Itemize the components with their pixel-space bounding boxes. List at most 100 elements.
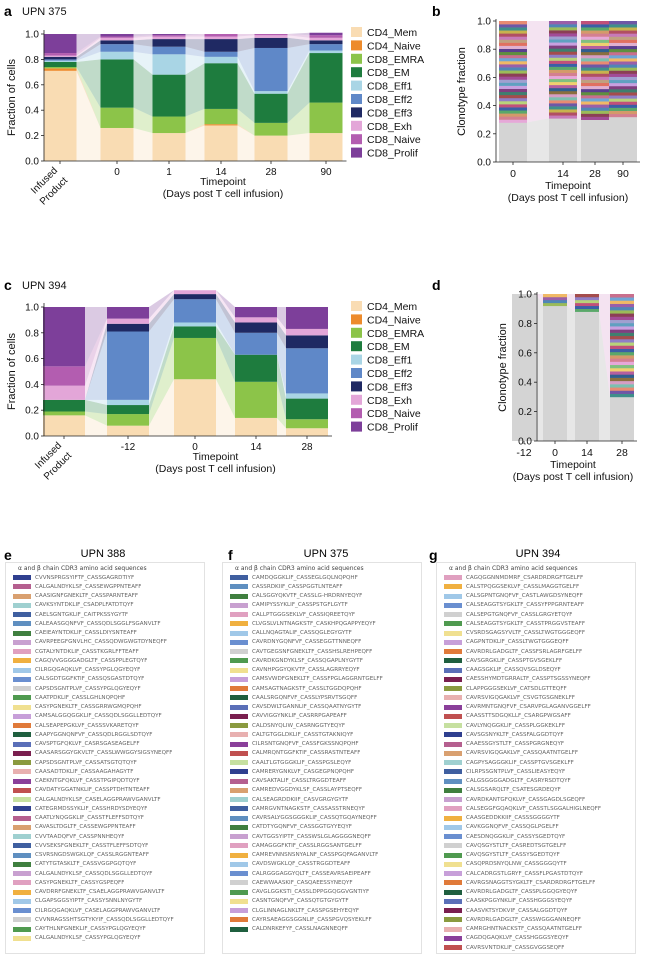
cdr3-sequence: CAASKPGGYNKLIF_CASSHGGGSYEQYF bbox=[466, 898, 573, 905]
x-tick-label: 28 bbox=[616, 447, 628, 459]
bar-segment-expanded-clonotype bbox=[549, 97, 577, 101]
bar-segment-expanded-clonotype bbox=[610, 355, 634, 359]
bar-segment-CD8_Eff2 bbox=[107, 331, 149, 400]
cdr3-sequence: CAMREVNNSNSNYALNF_CASSPGQFAGANVLTF bbox=[252, 852, 379, 859]
cdr3-sequence: CAYRSAEAGGSGGNLIF_CASSPGVQSYEKLFF bbox=[252, 916, 372, 923]
clonotype-color-swatch bbox=[444, 889, 462, 895]
bar-segment-expanded-clonotype bbox=[609, 110, 637, 115]
flow-ribbon-CD8_Prolif bbox=[185, 34, 205, 36]
legend-label: CD4_Mem bbox=[367, 301, 417, 313]
sequence-row: CALGALNDYKLSF_CASSYPGLQGYEQYF bbox=[6, 934, 204, 943]
bar-segment-expanded-clonotype bbox=[499, 48, 527, 53]
clonotype-color-swatch bbox=[230, 815, 248, 821]
cdr3-sequence: CALGALNDYKLSF_CASSQDLSGGLLEDTQYF bbox=[35, 870, 153, 877]
clonotype-color-swatch bbox=[13, 917, 31, 923]
y-axis-label: Fraction of cells bbox=[6, 332, 18, 410]
flow-ribbon-CD8_Naive bbox=[237, 34, 255, 37]
y-tick-label: 0.6 bbox=[518, 348, 532, 359]
y-tick-label: 0.8 bbox=[25, 328, 39, 339]
sequence-row: CAMSAGTNAGKSTF_CASSLTGGDQPQHF bbox=[223, 684, 421, 693]
bar-segment-expanded-clonotype bbox=[549, 69, 577, 73]
flow-ribbon-CD8_EMRA bbox=[287, 102, 310, 136]
x-axis-label: (Days post T cell infusion) bbox=[513, 471, 633, 483]
cdr3-sequence: CAVQSGYSTLTF_CASSYSGEDTQYF bbox=[466, 852, 560, 859]
bar-segment-expanded-clonotype bbox=[581, 39, 609, 43]
flow-ribbon-CD4_Mem bbox=[216, 379, 235, 436]
cdr3-sequence: CAVTGEGSNFGNEKLTF_CASSHSLREHPEQFF bbox=[252, 648, 373, 655]
x-tick-label: 28 bbox=[265, 167, 277, 178]
bar-segment-expanded-clonotype bbox=[549, 42, 577, 46]
cdr3-sequence: CAVDATYGGATNKLIF_CASSPTDHTNTEAFF bbox=[35, 787, 150, 794]
y-axis-label: Fraction of cells bbox=[6, 58, 18, 136]
bar-segment-expanded-clonotype bbox=[609, 107, 637, 111]
sequence-row: CALSEGGFGQAQKLVF_CASSTLSGGALHIGLNEQFF bbox=[437, 804, 635, 813]
clonotype-color-swatch bbox=[444, 806, 462, 812]
bar-segment-CD8_Eff2 bbox=[235, 332, 277, 355]
bar-segment-expanded-clonotype bbox=[581, 88, 609, 93]
panel-e-title: UPN 388 bbox=[81, 548, 126, 560]
flow-ribbon-CD8_Eff2 bbox=[237, 47, 255, 92]
bar-segment-expanded-clonotype bbox=[575, 302, 599, 307]
y-axis-label: Clonotype fraction bbox=[497, 323, 509, 412]
bar-segment-expanded-clonotype bbox=[610, 371, 634, 375]
flow-ribbon-CD8_EMRA bbox=[133, 107, 153, 134]
bar-segment-expanded-clonotype bbox=[581, 107, 609, 111]
clonotype-color-swatch bbox=[13, 750, 31, 756]
clonotype-color-swatch bbox=[230, 658, 248, 664]
bar-segment-expanded-clonotype bbox=[609, 48, 637, 53]
cdr3-sequence: CAEWWAASKIF_CASQAEESSYNEQYF bbox=[252, 879, 353, 886]
sequence-row: CAMSALGGQGGKLIF_CASSQDLSGGLLEDTQYF bbox=[6, 712, 204, 721]
clonotype-color-swatch bbox=[13, 843, 31, 849]
sequence-row: CLGAPSGGSYIPTF_CASSYSNNLNYGYTF bbox=[6, 897, 204, 906]
y-tick-label: 1.0 bbox=[518, 290, 532, 301]
flow-ribbon-CD8_EMRA bbox=[237, 108, 255, 136]
bar-segment-CD8_EM bbox=[174, 326, 216, 338]
bar-segment-expanded-clonotype bbox=[499, 79, 527, 83]
legend-label: CD4_Mem bbox=[367, 27, 417, 39]
bar-segment-expanded-clonotype bbox=[609, 42, 637, 47]
cdr3-sequence: CAVRDNYGQNFVF_CASSEGGTTNNEQFF bbox=[252, 639, 362, 646]
clonotype-color-swatch bbox=[230, 889, 248, 895]
flow-ribbon-CD4_Mem bbox=[277, 417, 286, 436]
cdr3-sequence: CAMREDVGGDYKLSF_CASSLAYPTSEQFF bbox=[252, 787, 363, 794]
panel-letter-e: e bbox=[4, 547, 12, 563]
chart-title: UPN 375 bbox=[22, 6, 67, 18]
sequence-row: CAMREDVGGDYKLSF_CASSLAYPTSEQFF bbox=[223, 786, 421, 795]
sequence-row: CVVNSPRGSYIFTF_CASSGAGRDTIYF bbox=[6, 573, 204, 582]
bar-segment-expanded-clonotype bbox=[581, 95, 609, 99]
bar-segment-expanded-clonotype bbox=[581, 110, 609, 114]
bar-segment-CD8_Eff3 bbox=[254, 37, 288, 48]
y-tick-label: 0.2 bbox=[25, 131, 39, 142]
cdr3-sequence: CALCADRGSTLGRYF_CASSFLPGASTDTQYF bbox=[466, 870, 583, 877]
x-axis-label: (Days post T cell infusion) bbox=[155, 463, 275, 475]
bar-segment-expanded-clonotype bbox=[499, 119, 527, 123]
cdr3-sequence: CAMRGVNTNAGKSTF_CASSASSTRNEQYF bbox=[252, 805, 366, 812]
sequence-row: CALSGDTGGFKTIF_CASSQSGASTDTQYF bbox=[6, 675, 204, 684]
sequence-row: CALSGSARQLTF_CSATESGRDEQYF bbox=[437, 786, 635, 795]
bar-segment-expanded-clonotype bbox=[581, 33, 609, 37]
sequence-row: CAVASLTDGLTF_CASSEWGPPNTEAFF bbox=[6, 823, 204, 832]
flow-ribbon-CD8_EM bbox=[287, 53, 310, 123]
sequence-row: CAVSPTGFQKLVF_CASRSGASEAGELFF bbox=[6, 740, 204, 749]
flow-ribbon-CD8_Exh bbox=[85, 318, 107, 400]
cdr3-sequence: CAMSALGGQGGKLIF_CASSQDLSGGLLEDTQYF bbox=[35, 713, 162, 720]
bar-segment-CD8_Eff1 bbox=[174, 322, 216, 327]
x-tick-label: 0 bbox=[192, 442, 198, 453]
bar-segment-expanded-clonotype bbox=[610, 297, 634, 301]
bar-segment-expanded-clonotype bbox=[581, 98, 609, 102]
bar-segment-CD4_Mem bbox=[204, 125, 238, 161]
sequence-row: CAYRSAEAGGSGGNLIF_CASSPGVQSYEKLFF bbox=[223, 915, 421, 924]
clonotype-color-swatch bbox=[230, 852, 248, 858]
bar-segment-expanded-clonotype bbox=[581, 21, 609, 25]
cdr3-sequence: CALGALNDYKLSF_CASSEWGPPNTEAFF bbox=[35, 583, 142, 590]
flow-ribbon-CD8_Exh bbox=[237, 35, 255, 40]
bar-segment-expanded-clonotype bbox=[609, 55, 637, 59]
bar-segment-CD4_Mem bbox=[174, 379, 216, 436]
clonotype-color-swatch bbox=[13, 723, 31, 729]
flow-ribbon-CD8_Naive bbox=[76, 36, 101, 56]
clonotype-color-swatch bbox=[230, 630, 248, 636]
flow-ribbon-CD8_Eff1 bbox=[237, 56, 255, 94]
flow-ribbon-CD4_Mem bbox=[237, 125, 255, 161]
bar-segment-expanded-clonotype bbox=[581, 76, 609, 80]
cdr3-sequence: CALLPTGGGSEKLVF_CASSIQREETQYF bbox=[252, 611, 356, 618]
